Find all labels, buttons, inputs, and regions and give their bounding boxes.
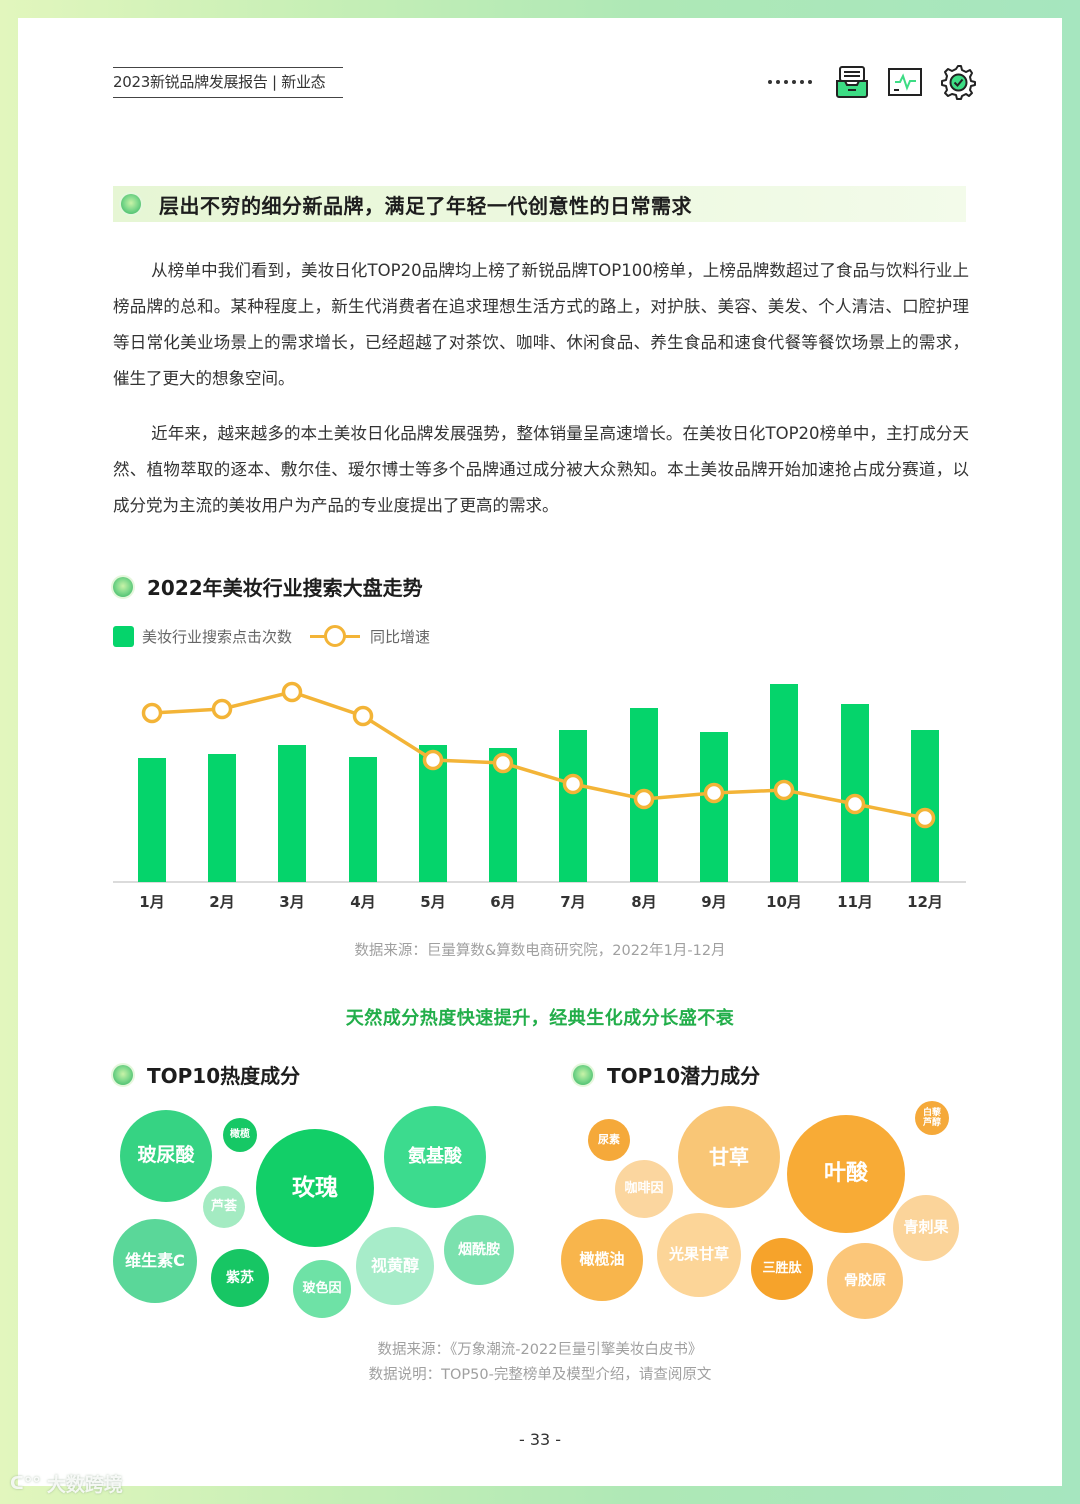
bubble-vitamin-c: 维生素C (113, 1219, 197, 1303)
hot-ingredients-title: TOP10热度成分 (113, 1060, 300, 1089)
x-axis-label: 2月 (209, 893, 235, 911)
potential-ingredients-title: TOP10潜力成分 (573, 1060, 760, 1089)
watermark: ᑕ°° 大数跨境 (10, 1470, 123, 1497)
bullet-orb-icon (113, 1064, 133, 1085)
ingredients-source-note: 数据来源：《万象潮流-2022巨量引擎美妆白皮书》 (377, 1342, 703, 1358)
line-point-3 (281, 681, 303, 703)
bar-1 (138, 758, 166, 882)
chart-title: 2022年美妆行业搜索大盘走势 (113, 572, 423, 601)
bubble-aloe: 芦荟 (203, 1186, 245, 1228)
section-banner: 层出不穷的细分新品牌，满足了年轻一代创意性的日常需求 (113, 186, 966, 222)
bar-3 (278, 745, 306, 882)
bubble-amino-acid: 氨基酸 (384, 1106, 486, 1208)
bubble-olive: 橄榄 (223, 1118, 257, 1152)
legend-line-label: 同比增速 (370, 627, 431, 646)
paragraph-text: 从榜单中我们看到，美妆日化TOP20品牌均上榜了新锐品牌TOP100榜单，上榜品… (113, 261, 969, 388)
bubble-collagen: 骨胶原 (827, 1243, 903, 1319)
bubble-resveratrol-line-2: 芦醇 (922, 1118, 941, 1128)
bubble-niacinamide: 烟酰胺 (444, 1215, 514, 1285)
x-axis-label: 12月 (907, 893, 943, 911)
x-axis-label: 9月 (701, 893, 727, 911)
chart-legend: 美妆行业搜索点击次数 同比增速 (113, 625, 430, 647)
bubble-rose: 玫瑰 (256, 1129, 374, 1247)
gear-check-icon (941, 65, 976, 100)
line-point-12 (914, 807, 936, 829)
x-axis-label: 4月 (350, 893, 376, 911)
line-point-2 (211, 698, 233, 720)
inbox-tray-icon (836, 66, 868, 98)
line-point-9 (703, 782, 725, 804)
bar-2 (208, 754, 236, 882)
body-paragraph-2: 近年来，越来越多的本土美妆日化品牌发展强势，整体销量呈高速增长。在美妆日化TOP… (113, 416, 969, 524)
x-axis-label: 10月 (766, 893, 802, 911)
x-axis-label: 5月 (420, 893, 446, 911)
legend-bar-swatch-icon (113, 625, 134, 647)
bar-4 (349, 757, 377, 882)
report-header-title: 2023新锐品牌发展报告 | 新业态 (113, 67, 343, 98)
page-number: - 33 - (518, 1430, 562, 1449)
bubble-folic-acid: 叶酸 (787, 1115, 905, 1233)
bubble-olive-oil: 橄榄油 (561, 1219, 643, 1301)
body-paragraph-1: 从榜单中我们看到，美妆日化TOP20品牌均上榜了新锐品牌TOP100榜单，上榜品… (113, 253, 969, 397)
bubble-glycyrrhiza-glabra: 光果甘草 (657, 1213, 741, 1297)
line-point-1 (141, 702, 163, 724)
bubble-caffeine: 咖啡因 (615, 1160, 673, 1218)
bar-9 (700, 732, 728, 882)
legend-line-swatch-icon (310, 625, 361, 647)
bubble-hyaluronic-acid: 玻尿酸 (120, 1110, 212, 1202)
section-banner-title: 层出不穷的细分新品牌，满足了年轻一代创意性的日常需求 (159, 193, 692, 218)
x-axis-label: 8月 (631, 893, 657, 911)
x-axis-label: 11月 (837, 893, 873, 911)
bubble-urea: 尿素 (588, 1119, 630, 1161)
line-point-4 (352, 705, 374, 727)
bubble-proxylane: 玻色因 (293, 1260, 351, 1318)
more-dots-icon (768, 80, 812, 84)
line-point-5 (422, 749, 444, 771)
bubble-perilla: 紫苏 (211, 1249, 269, 1307)
bubble-resveratrol: 白藜 芦醇 (915, 1101, 949, 1135)
x-axis-label: 6月 (490, 893, 516, 911)
header-icon-bar (768, 64, 993, 100)
paragraph-text: 近年来，越来越多的本土美妆日化品牌发展强势，整体销量呈高速增长。在美妆日化TOP… (113, 424, 969, 515)
bubble-resveratrol-line-1: 白藜 (922, 1107, 941, 1118)
potential-ingredients-title-text: TOP10潜力成分 (607, 1064, 761, 1088)
legend-bar-label: 美妆行业搜索点击次数 (142, 627, 293, 646)
chart-title-text: 2022年美妆行业搜索大盘走势 (147, 576, 423, 600)
monitor-chart-icon (888, 68, 922, 96)
line-point-6 (492, 752, 514, 774)
line-point-10 (773, 779, 795, 801)
bullet-orb-icon (121, 194, 141, 214)
x-axis-label: 3月 (279, 893, 305, 911)
bullet-orb-icon (113, 576, 133, 597)
watermark-text: 大数跨境 (46, 1474, 123, 1496)
bar-7 (559, 730, 587, 882)
x-axis-label: 1月 (139, 893, 165, 911)
x-axis-label: 7月 (560, 893, 586, 911)
bar-12 (911, 730, 939, 882)
combo-bar-line-chart (113, 681, 966, 883)
bullet-orb-icon (573, 1064, 593, 1085)
chart-source-note: 数据来源：巨量算数&算数电商研究院，2022年1月-12月 (354, 943, 726, 959)
line-point-7 (562, 773, 584, 795)
bubble-prinsepia: 青刺果 (893, 1195, 959, 1261)
line-point-11 (844, 793, 866, 815)
bubble-retinol: 视黄醇 (356, 1227, 434, 1305)
bubble-licorice: 甘草 (678, 1106, 780, 1208)
hot-ingredients-title-text: TOP10热度成分 (147, 1064, 301, 1088)
line-point-8 (633, 788, 655, 810)
ingredients-headline: 天然成分热度快速提升，经典生化成分长盛不衰 (345, 1008, 735, 1029)
ingredients-data-note: 数据说明：TOP50-完整榜单及模型介绍，请查阅原文 (368, 1367, 712, 1383)
watermark-logo-icon: ᑕ°° (10, 1473, 41, 1494)
bar-11 (841, 704, 869, 882)
bubble-tripeptide: 三胜肽 (751, 1238, 813, 1300)
